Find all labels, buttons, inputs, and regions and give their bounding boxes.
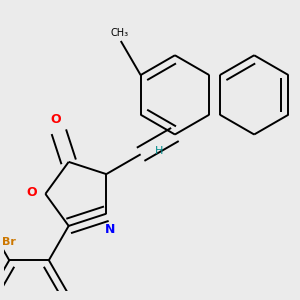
Text: O: O xyxy=(26,186,37,199)
Text: H: H xyxy=(154,146,163,156)
Text: Br: Br xyxy=(2,237,16,247)
Text: CH₃: CH₃ xyxy=(110,28,128,38)
Text: N: N xyxy=(105,223,115,236)
Text: O: O xyxy=(50,112,61,125)
